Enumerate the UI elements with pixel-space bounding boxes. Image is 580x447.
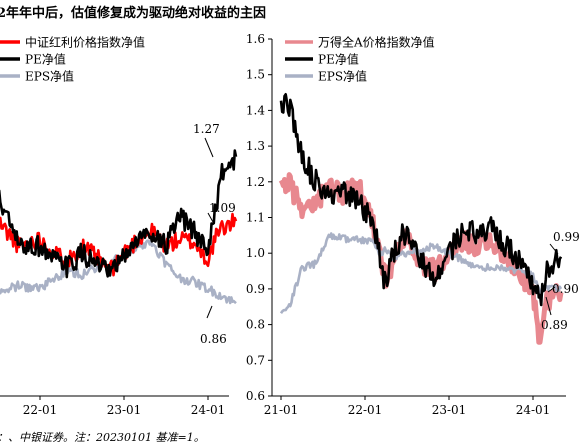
y-tick-label: 0.9 <box>246 282 265 296</box>
legend-label: EPS净值 <box>25 69 74 84</box>
legend-label: PE净值 <box>25 52 66 67</box>
end-value-label: 0.86 <box>200 332 227 346</box>
end-value-label: 0.89 <box>541 318 568 332</box>
page-title: 2年年中后，估值修复成为驱动绝对收益的主因 <box>0 6 267 21</box>
legend-label: 中证红利价格指数净值 <box>25 35 145 50</box>
right-chart: 0.6 0.7 0.8 0.9 1.0 1.1 1.2 1.3 1.4 1.5 1.6 21-01 22… <box>246 32 580 417</box>
y-tick-label: 0.8 <box>246 318 265 332</box>
legend-label: PE净值 <box>318 52 359 67</box>
x-tick-label: 23-01 <box>107 403 142 417</box>
y-tick-label: 1.6 <box>246 32 265 46</box>
x-tick-label: 22-01 <box>23 403 58 417</box>
end-label-leader <box>206 305 213 319</box>
x-tick-label: 24-01 <box>191 403 226 417</box>
legend-label: EPS净值 <box>318 69 367 84</box>
source-note: ：、中银证券。注：20230101 基准=1。 <box>0 431 205 444</box>
series-line-2 <box>279 93 563 307</box>
end-value-label: 1.09 <box>209 201 236 215</box>
end-label-leader <box>547 286 556 293</box>
series-line-2 <box>0 149 238 279</box>
x-tick-label: 22-01 <box>348 403 383 417</box>
end-label-leader <box>545 296 552 316</box>
y-tick-label: 1.2 <box>246 175 265 189</box>
y-tick-label: 0.7 <box>246 353 265 367</box>
left-chart: 22-01 23-01 24-01 中证红利价格指数净值 PE净值 EPS净值 1.27 1.… <box>0 35 238 417</box>
y-tick-label: 1.1 <box>246 211 265 225</box>
end-value-label: 0.99 <box>553 230 580 244</box>
x-tick-label: 21-01 <box>264 403 299 417</box>
y-tick-label: 0.6 <box>246 389 265 403</box>
end-label-leader <box>207 212 214 223</box>
x-tick-label: 23-01 <box>432 403 467 417</box>
x-tick-label: 24-01 <box>516 403 551 417</box>
end-value-label: 1.27 <box>193 122 220 136</box>
y-tick-label: 1.0 <box>246 246 265 260</box>
y-tick-label: 1.4 <box>246 103 265 117</box>
y-tick-label: 1.3 <box>246 139 265 153</box>
end-label-leader <box>549 243 559 255</box>
end-value-label: 0.90 <box>552 282 579 296</box>
end-label-leader <box>204 137 214 158</box>
series-line-3 <box>279 232 563 314</box>
legend-label: 万得全A价格指数净值 <box>318 35 435 50</box>
y-tick-label: 1.5 <box>246 68 265 82</box>
